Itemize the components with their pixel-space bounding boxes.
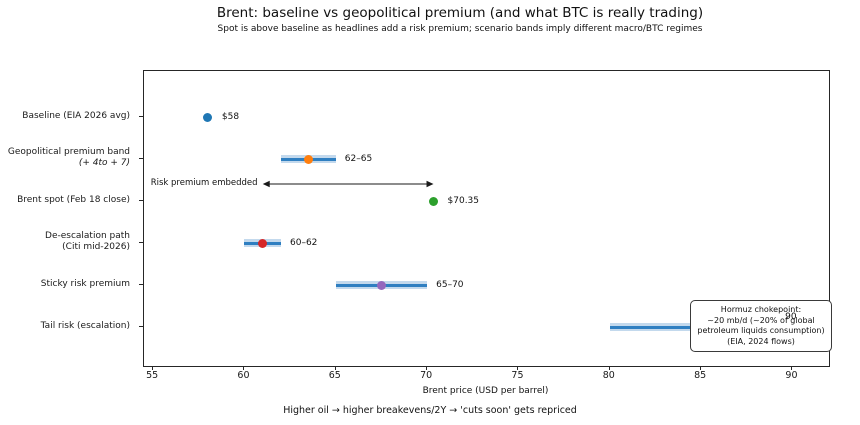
y-axis-category-label: De-escalation path (Citi mid-2026) (0, 231, 130, 253)
x-tick-mark (152, 366, 154, 370)
y-tick-mark (139, 116, 143, 117)
x-tick-mark (791, 366, 793, 370)
y-axis-category-line: Baseline (EIA 2026 avg) (22, 110, 130, 121)
value-label: 90 (785, 312, 797, 322)
x-tick-mark (608, 366, 610, 370)
x-tick-label: 70 (420, 370, 433, 381)
x-tick-label: 80 (602, 370, 615, 381)
note-box-line: ~20 mb/d (~20% of global (707, 315, 815, 325)
scenario-dot (258, 238, 268, 248)
y-axis-category-label: Geopolitical premium band (+ 4to + 7) (0, 147, 130, 169)
x-axis-label: Brent price (USD per barrel) (422, 386, 549, 396)
x-tick-label: 85 (694, 370, 707, 381)
plot-area: $58 62–65 $70.35 60–62 65–70 Risk premium emb… (143, 70, 832, 367)
scenario-dot (303, 154, 313, 164)
y-axis-category-line: Geopolitical premium band (7, 147, 130, 157)
y-axis-category-label: Tail risk (escalation) (0, 321, 130, 332)
y-axis-category-line: De-escalation path (45, 231, 130, 241)
value-label: 65–70 (436, 280, 464, 290)
y-tick-mark (139, 284, 143, 285)
note-box-line: Hormuz chokepoint: (720, 305, 802, 314)
x-tick-label: 65 (328, 370, 341, 381)
y-axis-category-line: Tail risk (escalation) (40, 320, 130, 331)
risk-premium-arrow-label: Risk premium embedded (150, 178, 258, 188)
note-box: Hormuz chokepoint: ~20 mb/d (~20% of glob… (690, 300, 832, 352)
note-box-line: (EIA, 2024 flows) (727, 336, 795, 346)
chart-title: Brent: baseline vs geopolitical premium … (216, 5, 704, 21)
risk-premium-arrow (262, 180, 434, 188)
y-axis-category-line: (+ 4to + 7) (78, 158, 130, 168)
x-tick-label: 90 (785, 370, 798, 381)
y-axis-category-label: Brent spot (Feb 18 close) (0, 195, 130, 206)
x-tick-mark (517, 366, 519, 370)
value-label: $70.35 (447, 196, 480, 206)
value-label: 62–65 (344, 154, 373, 164)
y-axis-category-line: (Citi mid-2026) (62, 242, 130, 252)
y-tick-mark (139, 242, 143, 243)
scenario-dot (203, 112, 213, 122)
footer-caption: Higher oil → higher breakevens/2Y → 'cut… (283, 405, 577, 416)
value-label: $58 (221, 112, 240, 122)
y-axis-category-line: Sticky risk premium (40, 278, 130, 289)
y-axis-category-label: Baseline (EIA 2026 avg) (0, 111, 130, 122)
x-tick-label: 75 (511, 370, 524, 381)
value-label: 60–62 (290, 238, 318, 248)
y-tick-mark (139, 158, 143, 159)
note-box-line: petroleum liquids consumption) (697, 326, 825, 335)
scenario-dot (376, 280, 386, 290)
chart-subtitle: Spot is above baseline as headlines add … (217, 24, 703, 34)
y-tick-mark (139, 326, 143, 327)
y-axis-labels: Baseline (EIA 2026 avg) Geopolitical prem… (0, 70, 137, 365)
y-axis-category-line: Brent spot (Feb 18 close) (17, 194, 130, 205)
x-tick-label: 60 (237, 370, 250, 381)
x-tick-mark (700, 366, 702, 370)
x-tick-mark (243, 366, 245, 370)
x-tick-label: 55 (146, 370, 159, 381)
x-tick-mark (426, 366, 428, 370)
x-tick-mark (334, 366, 336, 370)
scenario-dot (429, 196, 439, 206)
y-tick-mark (139, 200, 143, 201)
y-axis-category-label: Sticky risk premium (0, 279, 130, 290)
